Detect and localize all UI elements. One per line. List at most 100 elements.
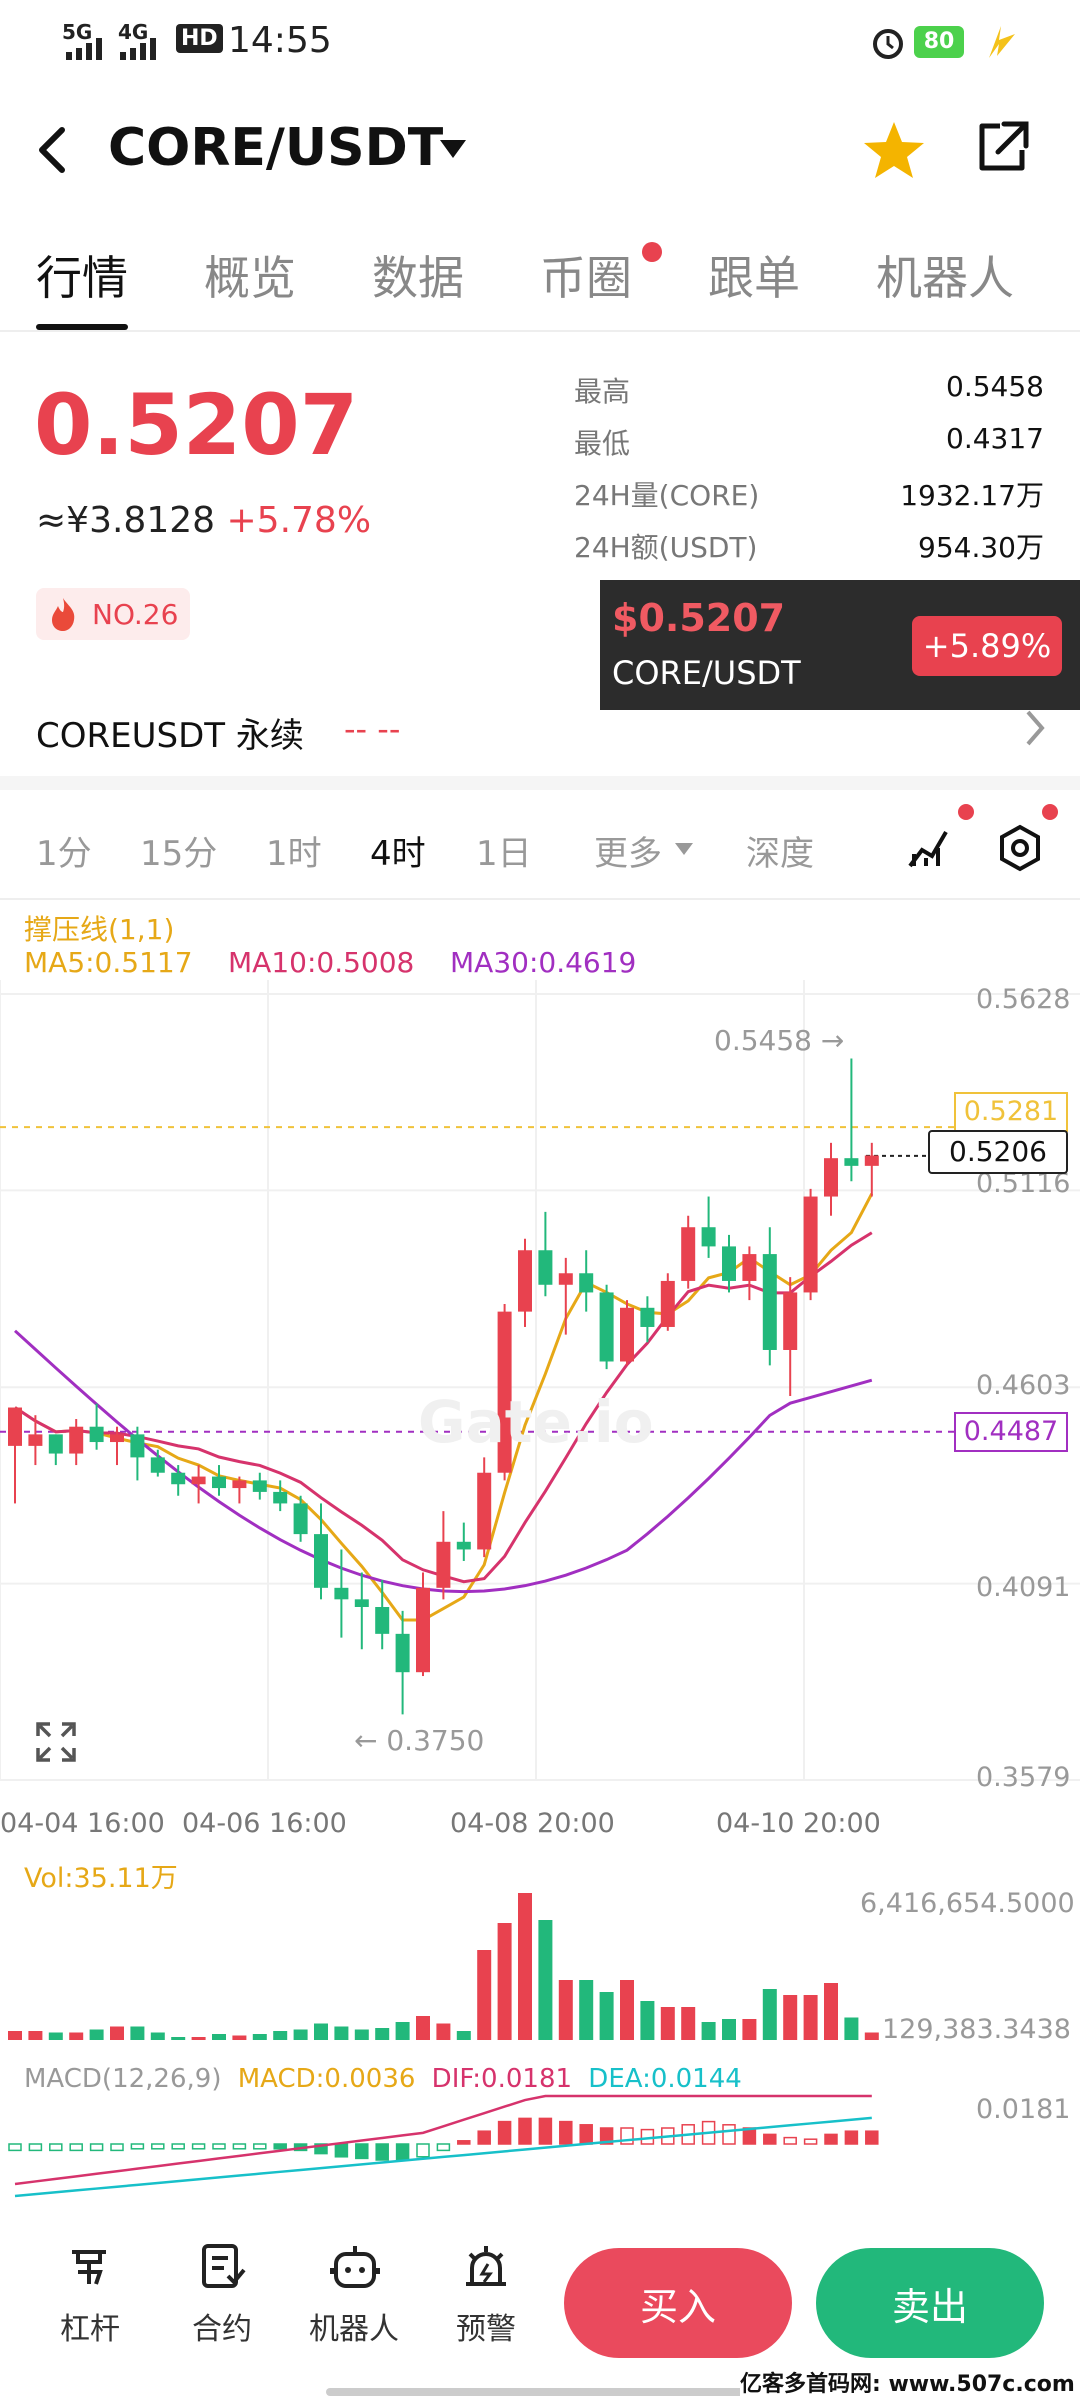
macd-bar bbox=[620, 2127, 634, 2145]
period-4h[interactable]: 4时 bbox=[370, 834, 426, 874]
back-icon[interactable] bbox=[32, 124, 72, 176]
period-bar: 1分 15分 1时 4时 1日 更多 深度 bbox=[0, 790, 1080, 900]
macd-bar bbox=[538, 2117, 553, 2145]
macd-bar bbox=[273, 2143, 287, 2150]
settings-icon[interactable] bbox=[996, 824, 1044, 872]
volume-label: Vol:35.11万 bbox=[24, 1863, 178, 1894]
tab-community[interactable]: 币圈 bbox=[540, 251, 632, 305]
macd-bar bbox=[375, 2143, 389, 2161]
nav-contract[interactable]: 合约 bbox=[178, 2244, 266, 2354]
volume-bar bbox=[824, 1983, 838, 2040]
macd-bar bbox=[334, 2143, 349, 2158]
stat-amount-value: 954.30万 bbox=[918, 531, 1044, 564]
y-tick: 0.4091 bbox=[976, 1572, 1071, 1603]
tab-copytrade[interactable]: 跟单 bbox=[708, 251, 800, 305]
network-4g: 4G bbox=[118, 20, 149, 44]
candle-body bbox=[477, 1472, 492, 1550]
volume-min: 129,383.3438 bbox=[882, 2014, 1071, 2045]
sell-button[interactable]: 卖出 bbox=[816, 2248, 1044, 2358]
caret-down-icon bbox=[675, 843, 693, 855]
period-depth[interactable]: 深度 bbox=[746, 834, 814, 874]
macd-bar bbox=[171, 2143, 185, 2150]
candle-body bbox=[681, 1227, 696, 1281]
macd-bar bbox=[824, 2133, 838, 2145]
nav-lever[interactable]: 杠杆 bbox=[46, 2244, 134, 2354]
star-icon[interactable] bbox=[862, 120, 926, 180]
volume-bar bbox=[599, 1992, 614, 2040]
tab-bot[interactable]: 机器人 bbox=[876, 251, 1014, 305]
home-indicator bbox=[326, 2388, 754, 2396]
nav-label: 预警 bbox=[456, 2312, 516, 2347]
period-1d[interactable]: 1日 bbox=[476, 834, 532, 874]
candle-body bbox=[252, 1480, 267, 1492]
fire-icon bbox=[52, 598, 75, 631]
volume-bar bbox=[497, 1923, 512, 2040]
tab-overview[interactable]: 概览 bbox=[204, 251, 296, 305]
period-more[interactable]: 更多 bbox=[594, 834, 662, 874]
rank-badge[interactable]: NO.26 bbox=[36, 588, 190, 640]
pair-title[interactable]: CORE/USDT bbox=[108, 118, 443, 178]
x-tick: 04-06 16:00 bbox=[182, 1808, 347, 1839]
candle-body bbox=[640, 1307, 655, 1327]
nav-robot[interactable]: 机器人 bbox=[298, 2244, 410, 2354]
volume-bar bbox=[803, 1995, 818, 2040]
candle-body bbox=[579, 1273, 594, 1293]
buy-button[interactable]: 买入 bbox=[564, 2248, 792, 2358]
price-float-widget[interactable]: $0.5207 CORE/USDT +5.89% bbox=[600, 580, 1080, 710]
nav-alert[interactable]: 预警 bbox=[442, 2244, 530, 2354]
volume-bar bbox=[334, 2026, 349, 2040]
watermark-logo: Gate.io bbox=[418, 1388, 654, 1456]
macd-chart bbox=[8, 2094, 879, 2198]
volume-bar bbox=[8, 2031, 22, 2040]
candlestick-chart[interactable] bbox=[0, 980, 1080, 1800]
candle-body bbox=[69, 1426, 84, 1454]
volume-bar bbox=[579, 1980, 594, 2040]
ma10-label: MA10:0.5008 bbox=[228, 946, 415, 979]
candle-body bbox=[803, 1196, 818, 1293]
candle-body bbox=[191, 1476, 206, 1485]
volume-chart bbox=[8, 1893, 879, 2040]
candle-body bbox=[375, 1606, 390, 1634]
macd-bar bbox=[783, 2136, 797, 2145]
clock: 14:55 bbox=[228, 20, 332, 61]
period-15m[interactable]: 15分 bbox=[140, 834, 218, 874]
perp-value: -- -- bbox=[344, 710, 401, 748]
dif-line bbox=[14, 2094, 872, 2186]
macd-bar bbox=[151, 2143, 165, 2150]
candle-body bbox=[171, 1472, 186, 1485]
caret-down-icon[interactable] bbox=[438, 138, 468, 160]
fullscreen-icon[interactable] bbox=[36, 1722, 76, 1762]
candle-body bbox=[742, 1254, 757, 1281]
tab-market[interactable]: 行情 bbox=[36, 251, 128, 305]
volume-bar bbox=[620, 1980, 634, 2040]
period-1m[interactable]: 1分 bbox=[36, 834, 92, 874]
high-marker: 0.5458 → bbox=[714, 1024, 845, 1057]
candle-body bbox=[436, 1541, 451, 1588]
macd-bar bbox=[89, 2143, 104, 2152]
battery-indicator: 80 bbox=[914, 26, 964, 58]
candle-body bbox=[599, 1292, 614, 1362]
macd-bar bbox=[8, 2143, 22, 2152]
indicator-icon[interactable] bbox=[906, 824, 952, 870]
volume-bar bbox=[742, 2019, 757, 2040]
tab-data[interactable]: 数据 bbox=[372, 251, 464, 305]
candle-body bbox=[558, 1273, 573, 1285]
support-label: 撑压线(1,1) bbox=[24, 913, 175, 946]
nav-label: 合约 bbox=[192, 2312, 252, 2347]
candle-body bbox=[354, 1599, 369, 1607]
footer-watermark: 亿客多首码网: www.507c.com bbox=[740, 2366, 1075, 2398]
candle-body bbox=[110, 1434, 124, 1443]
status-bar: 5G 4G HD 14:55 80 bbox=[0, 0, 1080, 80]
perp-row[interactable]: COREUSDT 永续 -- -- bbox=[0, 690, 1080, 770]
macd-bar bbox=[28, 2143, 43, 2152]
volume-bar bbox=[69, 2032, 84, 2040]
period-1h[interactable]: 1时 bbox=[266, 834, 322, 874]
candle-body bbox=[48, 1434, 63, 1454]
share-icon[interactable] bbox=[974, 120, 1030, 176]
last-price: 0.5207 bbox=[34, 376, 359, 474]
float-price: $0.5207 bbox=[612, 596, 786, 640]
signal-icon bbox=[120, 38, 156, 60]
candle-body bbox=[762, 1254, 777, 1350]
macd-bar bbox=[599, 2127, 614, 2145]
alarm-icon bbox=[466, 2246, 506, 2286]
